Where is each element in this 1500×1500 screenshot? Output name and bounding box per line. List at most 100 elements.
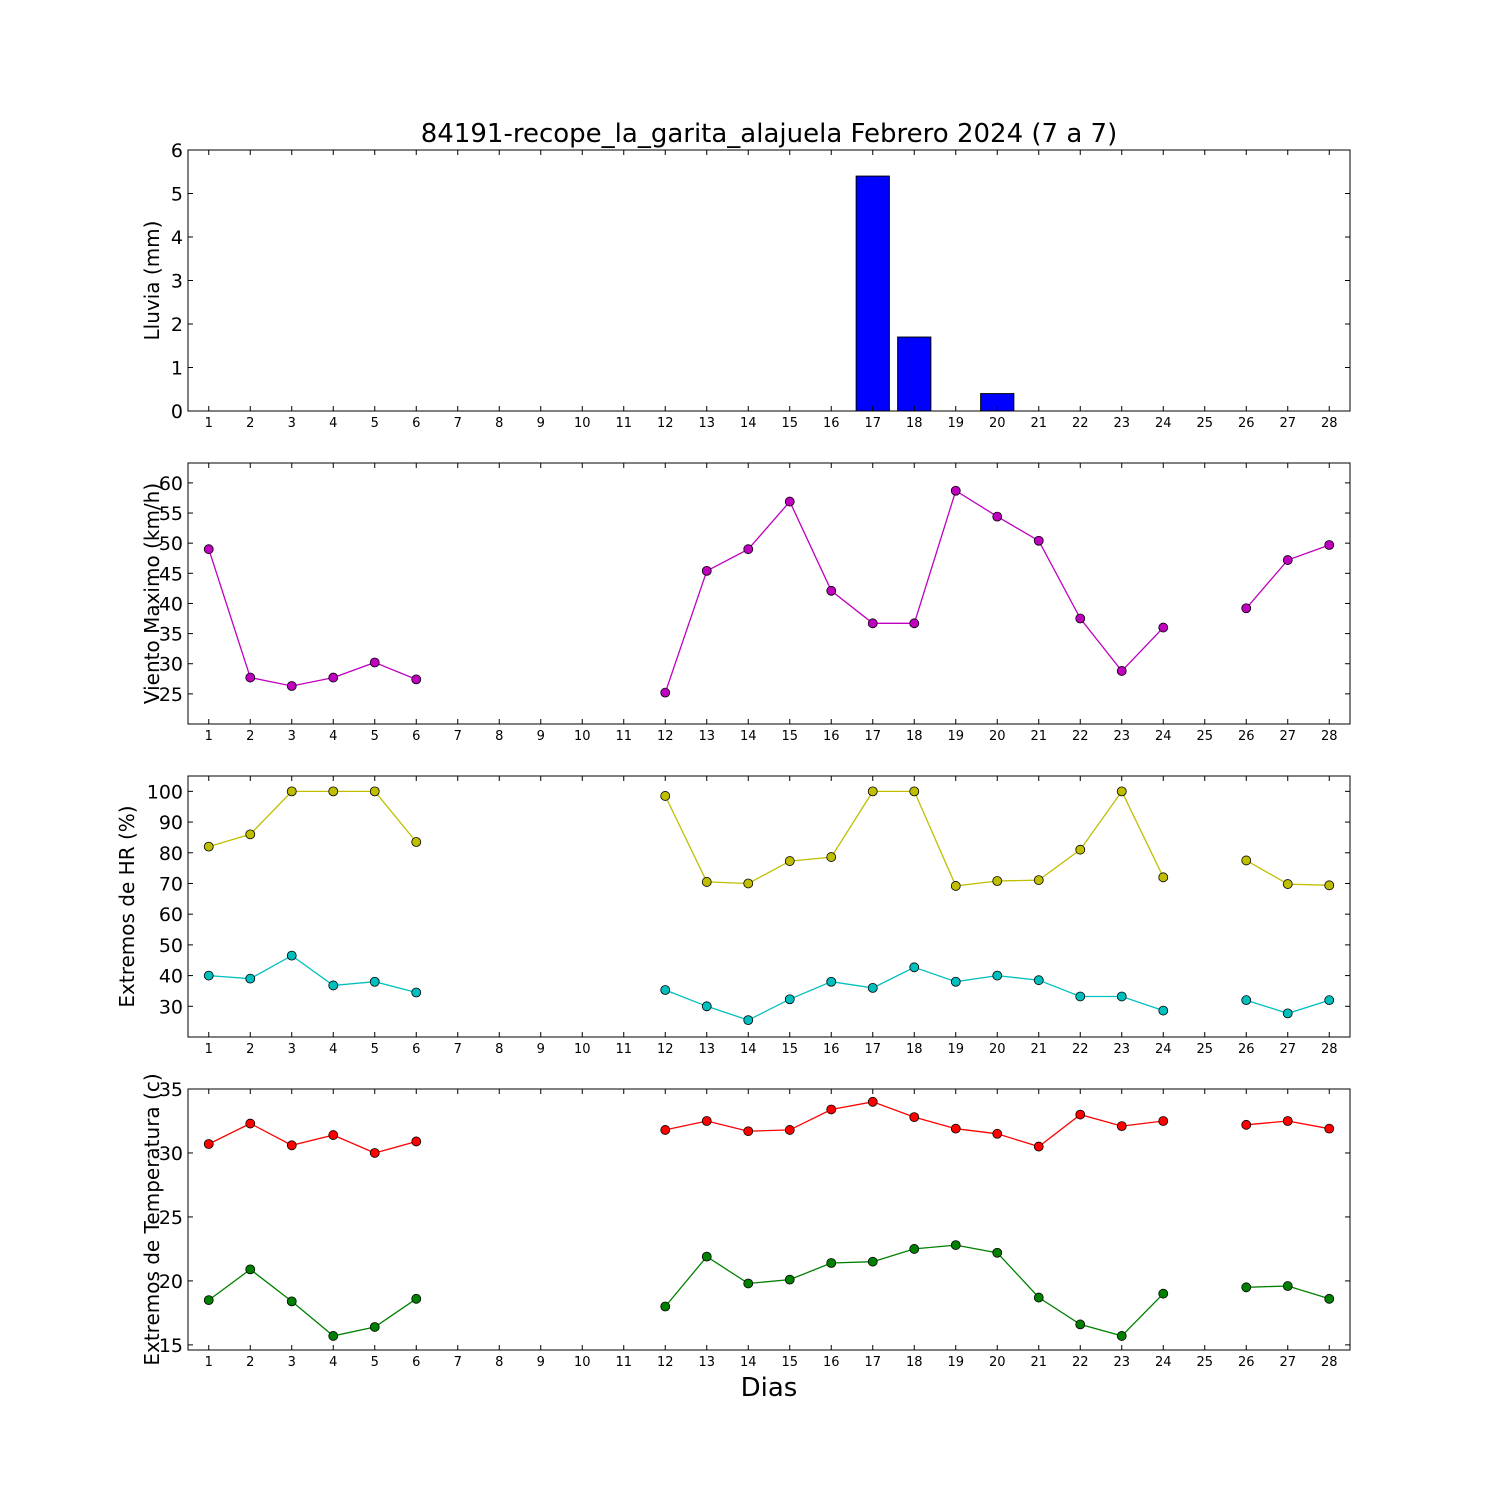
subplots: 1 2 3 4 5 6 7 8 9 10 11 12 13 14 15 16 17 18 19 20 21 22 23 24 2… — [115, 140, 1351, 1370]
temperature-series-0-point — [867, 1096, 878, 1107]
rain-y-tick-label: 5 — [171, 184, 183, 206]
rain-y-tick-label: 6 — [171, 140, 183, 162]
temperature-series-1-point — [369, 1322, 380, 1332]
rain-x-tick-label: 9 — [537, 416, 545, 431]
temperature-y-tick-label: 35 — [159, 1079, 183, 1101]
temperature-y-tick-label: 25 — [159, 1207, 183, 1229]
wind-x-tick-label: 23 — [1113, 729, 1130, 744]
humidity-series-1-point — [701, 1001, 712, 1012]
humidity-series-0-point — [411, 837, 422, 847]
wind-x-tick-label: 24 — [1155, 729, 1172, 744]
humidity-x-tick-label: 8 — [495, 1042, 503, 1057]
temperature-series-1-point — [203, 1295, 214, 1306]
temperature-x-tick-label: 5 — [371, 1355, 379, 1370]
humidity-series-0-point — [992, 876, 1003, 886]
humidity-y-tick-label: 90 — [159, 812, 183, 834]
wind-x-tick-label: 26 — [1238, 729, 1255, 744]
humidity-x-tick-label: 10 — [574, 1042, 591, 1057]
humidity-y-axis-label: Extremos de HR (%) — [115, 805, 139, 1007]
wind-series-0-point — [1241, 603, 1252, 614]
temperature-x-tick-label: 16 — [823, 1355, 840, 1370]
humidity-series-1-point — [1324, 995, 1335, 1006]
humidity-series-1-point — [909, 962, 920, 973]
temperature-x-tick-label: 11 — [615, 1355, 632, 1370]
temperature-x-tick-label: 8 — [495, 1355, 503, 1370]
temperature-series-0-point — [701, 1116, 712, 1126]
wind-y-tick-label: 45 — [159, 563, 183, 585]
temperature-series-0-point — [992, 1128, 1003, 1139]
temperature-series-1-point — [784, 1274, 795, 1285]
rain-x-tick-label: 3 — [288, 416, 296, 431]
humidity-series-1-point — [950, 976, 961, 987]
humidity-series-0-point — [1282, 879, 1293, 889]
wind-series-0-point — [1324, 540, 1335, 550]
temperature-x-tick-label: 28 — [1321, 1355, 1338, 1370]
wind-series-0-point — [245, 672, 256, 683]
wind-x-tick-label: 6 — [412, 729, 420, 744]
humidity-series-1-point — [286, 950, 297, 961]
temperature-x-tick-label: 6 — [412, 1355, 420, 1370]
rain-x-tick-label: 19 — [947, 416, 964, 431]
humidity-series-0-point — [245, 829, 256, 840]
humidity-x-tick-label: 27 — [1279, 1042, 1296, 1057]
wind-series-0-point — [328, 672, 339, 683]
temperature-series-0-point — [245, 1118, 256, 1129]
wind-y-tick-label: 25 — [159, 684, 183, 706]
humidity-panel: 1 2 3 4 5 6 7 8 9 10 11 12 13 14 15 16 17 18 19 20 21 22 23 24 2… — [115, 775, 1351, 1057]
wind-series-0-point — [411, 674, 422, 685]
wind-series-0-point — [826, 585, 837, 596]
humidity-x-tick-label: 26 — [1238, 1042, 1255, 1057]
temperature-series-1-point — [1282, 1281, 1293, 1291]
wind-y-tick-label: 60 — [159, 473, 183, 495]
wind-series-0-point — [369, 657, 380, 668]
humidity-series-1-point — [660, 985, 671, 995]
humidity-series-0-point — [660, 791, 671, 801]
humidity-x-tick-label: 14 — [740, 1042, 757, 1057]
humidity-series-0-point — [909, 786, 920, 797]
temperature-series-1-point — [328, 1331, 339, 1341]
temperature-x-tick-label: 17 — [864, 1355, 881, 1370]
temperature-series-1-point — [743, 1278, 754, 1289]
humidity-x-tick-label: 13 — [698, 1042, 715, 1057]
humidity-x-tick-label: 22 — [1072, 1042, 1089, 1057]
wind-x-tick-label: 18 — [906, 729, 923, 744]
humidity-x-tick-label: 21 — [1030, 1042, 1047, 1057]
temperature-x-tick-label: 21 — [1030, 1355, 1047, 1370]
humidity-series-1-point — [1282, 1008, 1293, 1019]
wind-series-0-point — [743, 544, 754, 555]
temperature-series-0-point — [369, 1148, 380, 1158]
humidity-x-tick-label: 15 — [781, 1042, 798, 1057]
humidity-series-0-point — [1158, 872, 1169, 883]
rain-x-tick-label: 11 — [615, 416, 632, 431]
rain-x-tick-label: 28 — [1321, 416, 1338, 431]
humidity-series-0-point — [1033, 875, 1044, 885]
rain-x-tick-label: 8 — [495, 416, 503, 431]
humidity-series-0-point — [1241, 855, 1252, 866]
temperature-x-tick-label: 23 — [1113, 1355, 1130, 1370]
temperature-series-1-point — [660, 1301, 671, 1312]
humidity-series-1-line — [208, 954, 417, 994]
temperature-series-1-point — [1116, 1331, 1127, 1341]
wind-x-tick-label: 16 — [823, 729, 840, 744]
temperature-series-1-point — [411, 1293, 422, 1304]
temperature-series-0-point — [660, 1125, 671, 1135]
rain-x-tick-label: 10 — [574, 416, 591, 431]
temperature-y-tick-label: 20 — [159, 1271, 183, 1293]
temperature-x-tick-label: 19 — [947, 1355, 964, 1370]
temperature-x-tick-label: 24 — [1155, 1355, 1172, 1370]
temperature-y-tick-label: 30 — [159, 1143, 183, 1165]
rain-x-tick-label: 26 — [1238, 416, 1255, 431]
humidity-x-tick-label: 6 — [412, 1042, 420, 1057]
humidity-y-tick-label: 30 — [159, 996, 183, 1018]
temperature-series-0-point — [1033, 1141, 1044, 1152]
temperature-series-1-point — [909, 1244, 920, 1254]
temperature-x-tick-label: 20 — [989, 1355, 1006, 1370]
temperature-series-1-point — [1324, 1293, 1335, 1304]
rain-x-tick-label: 2 — [246, 416, 254, 431]
humidity-x-tick-label: 1 — [205, 1042, 213, 1057]
wind-x-tick-label: 19 — [947, 729, 964, 744]
wind-axes-frame — [187, 462, 1351, 725]
humidity-y-tick-label: 40 — [159, 966, 183, 988]
rain-x-tick-label: 13 — [698, 416, 715, 431]
